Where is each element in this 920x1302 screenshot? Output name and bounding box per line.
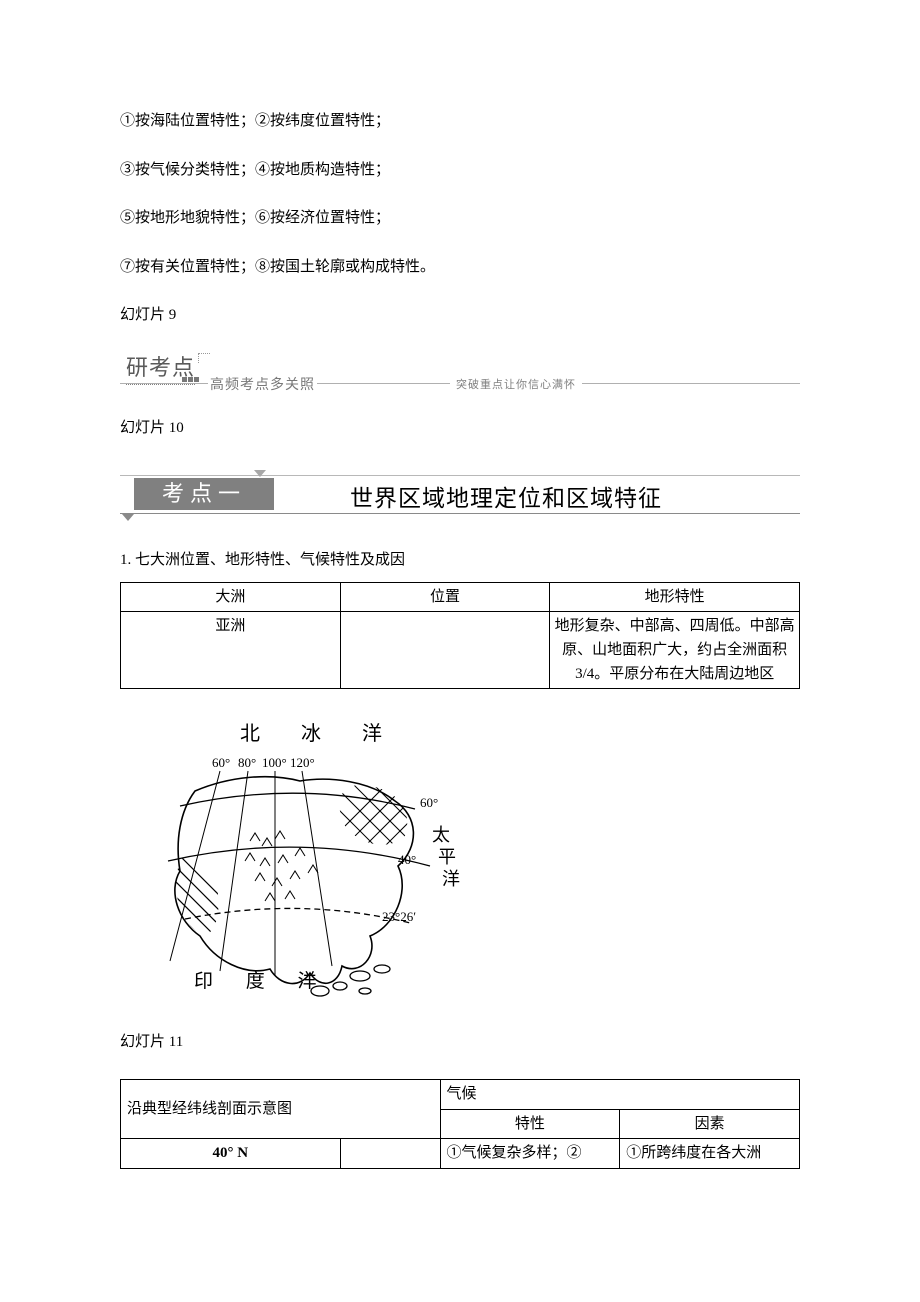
col-position: 位置 [340,582,550,611]
hatch-ne [320,761,440,881]
cell-climate-heading: 气候 [440,1080,800,1110]
label-pacific-1: 太 [432,825,450,845]
col-continent: 大洲 [121,582,341,611]
lon-60: 60° [212,755,230,770]
lat-tropic: 23°26′ [382,909,416,924]
cell-factor-1: ①所跨纬度在各大洲 [620,1139,800,1169]
table-row: 沿典型经纬线剖面示意图 气候 [121,1080,800,1110]
banner-right-text: 突破重点让你信心满怀 [450,377,582,394]
triangle-down-icon [254,470,266,477]
topic-heading: 世界区域地理定位和区域特征 [350,481,662,516]
map-title-arctic: 北 冰 洋 [160,719,480,749]
banner-deco-icon [198,353,210,363]
slide-9-label: 幻灯片 9 [120,304,800,327]
table-row: 亚洲 地形复杂、中部高、四周低。中部高原、山地面积广大，约占全洲面积 3/4。平… [121,611,800,688]
triangle-down-icon [122,514,134,521]
section-banner-research: 研考点 高频考点多关照 突破重点让你信心满怀 [120,353,800,399]
lon-80: 80° [238,755,256,770]
cell-factor-heading: 因素 [620,1109,800,1139]
cell-characteristic-heading: 特性 [440,1109,620,1139]
topic-banner: 考点一 世界区域地理定位和区域特征 [120,475,800,529]
cell-terrain: 地形复杂、中部高、四周低。中部高原、山地面积广大，约占全洲面积 3/4。平原分布… [550,611,800,688]
banner-subtitle: 高频考点多关照 [208,375,317,396]
banner-topline [120,475,800,476]
table-header-row: 大洲 位置 地形特性 [121,582,800,611]
body-line-3: ⑤按地形地貌特性；⑥按经济位置特性； [120,207,800,230]
cell-position [340,611,550,688]
label-indian: 印 度 洋 [194,970,331,992]
section-1-title: 1. 七大洲位置、地形特性、气候特性及成因 [120,549,800,572]
label-pacific-3: 洋 [442,869,460,889]
topic-number-box: 考点一 [134,478,274,510]
slide-11-label: 幻灯片 11 [120,1031,800,1054]
continents-table: 大洲 位置 地形特性 亚洲 地形复杂、中部高、四周低。中部高原、山地面积广大，约… [120,582,800,689]
lon-100: 100° [262,755,287,770]
col-terrain: 地形特性 [550,582,800,611]
slide-10-label: 幻灯片 10 [120,417,800,440]
banner-botline [120,513,800,514]
asia-map-figure: 北 冰 洋 60° 80° 100° 120° 60° 40° 23°26′ [160,719,480,1011]
body-line-2: ③按气候分类特性；④按地质构造特性； [120,159,800,182]
cell-profile-heading: 沿典型经纬线剖面示意图 [121,1080,441,1139]
parallel-lines [168,793,430,923]
meridian-lines [170,771,332,976]
table-row: 40° N ①气候复杂多样；② ①所跨纬度在各大洲 [121,1139,800,1169]
lon-120: 120° [290,755,315,770]
label-pacific-2: 平 [438,847,456,867]
mountain-symbols [245,831,318,901]
cell-empty [340,1139,440,1169]
lat-60: 60° [420,795,438,810]
banner-blocks-icon [182,377,199,382]
cell-continent: 亚洲 [121,611,341,688]
cell-40n: 40° N [121,1139,341,1169]
asia-map-svg: 60° 80° 100° 120° 60° 40° 23°26′ [160,751,480,1011]
cell-climate-1: ①气候复杂多样；② [440,1139,620,1169]
body-line-4: ⑦按有关位置特性；⑧按国土轮廓或构成特性。 [120,256,800,279]
body-line-1: ①按海陆位置特性；②按纬度位置特性； [120,110,800,133]
climate-table: 沿典型经纬线剖面示意图 气候 特性 因素 40° N ①气候复杂多样；② ①所跨… [120,1079,800,1169]
